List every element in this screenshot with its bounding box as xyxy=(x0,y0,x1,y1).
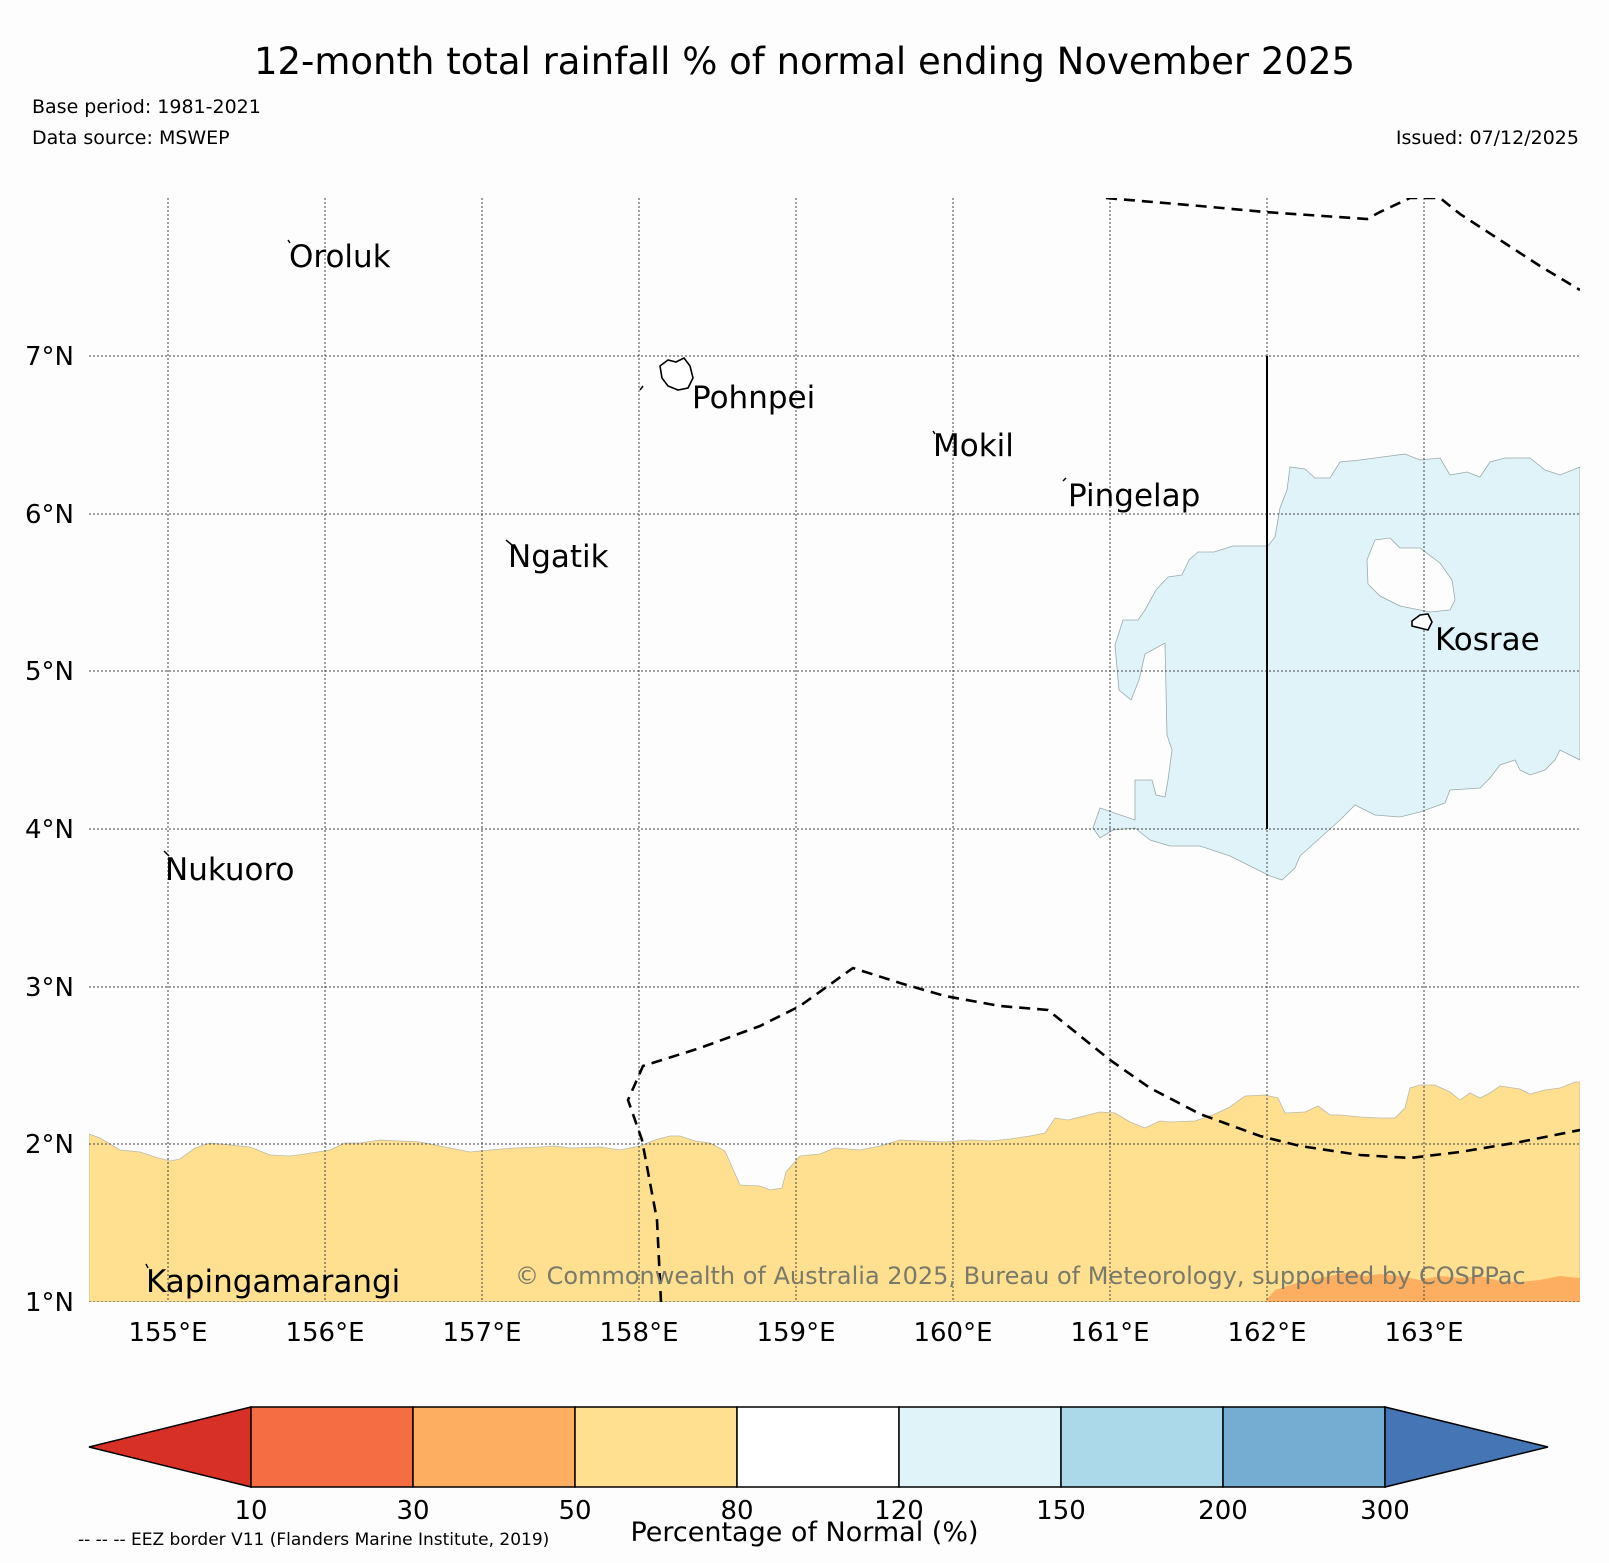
colorbar-segment xyxy=(898,1406,1062,1488)
lat-tick-label: 5°N xyxy=(25,657,74,687)
colorbar-tick-label: 80 xyxy=(720,1496,753,1526)
lat-tick-label: 3°N xyxy=(25,973,74,1003)
eez-border-north xyxy=(1105,198,1580,292)
colorbar-segment xyxy=(574,1406,738,1488)
rainfall-region-50-80 xyxy=(89,1081,1580,1302)
lat-tick-label: 4°N xyxy=(25,815,74,845)
colorbar-tick-label: 120 xyxy=(874,1496,924,1526)
lon-tick-label: 157°E xyxy=(442,1318,521,1348)
lat-tick-label: 6°N xyxy=(25,500,74,530)
colorbar-extend-high xyxy=(1384,1406,1549,1488)
colorbar-tick-label: 30 xyxy=(396,1496,429,1526)
data-source: Data source: MSWEP xyxy=(32,127,230,149)
colorbar-tick-label: 50 xyxy=(558,1496,591,1526)
lon-tick-label: 162°E xyxy=(1227,1318,1306,1348)
lon-tick-label: 159°E xyxy=(756,1318,835,1348)
issued-date: Issued: 07/12/2025 xyxy=(1395,127,1579,149)
island-label-kosrae: Kosrae xyxy=(1435,622,1540,658)
island-label-pingelap: Pingelap xyxy=(1068,478,1200,514)
copyright-notice: © Commonwealth of Australia 2025, Bureau… xyxy=(515,1262,1526,1290)
lat-gridlines xyxy=(89,355,1580,1302)
island-label-nukuoro: Nukuoro xyxy=(165,852,294,888)
colorbar-segment xyxy=(250,1406,414,1488)
colorbar-segment xyxy=(736,1406,900,1488)
atoll-markers xyxy=(145,239,1067,1269)
lat-tick-label: 7°N xyxy=(25,342,74,372)
colorbar-extend-low xyxy=(88,1406,252,1488)
rainfall-region-120-150 xyxy=(1092,453,1580,881)
lon-tick-label: 155°E xyxy=(128,1318,207,1348)
colorbar-tick-label: 200 xyxy=(1198,1496,1248,1526)
colorbar-label: Percentage of Normal (%) xyxy=(630,1517,979,1548)
pohnpei-island-shape xyxy=(659,356,694,391)
lon-tick-label: 163°E xyxy=(1384,1318,1463,1348)
eez-footnote: -- -- -- EEZ border V11 (Flanders Marine… xyxy=(78,1530,550,1550)
island-label-pohnpei: Pohnpei xyxy=(692,380,815,416)
colorbar-segment xyxy=(1060,1406,1224,1488)
colorbar-segment xyxy=(412,1406,576,1488)
colorbar-tick-label: 150 xyxy=(1036,1496,1086,1526)
island-label-mokil: Mokil xyxy=(933,428,1014,464)
lon-tick-label: 161°E xyxy=(1070,1318,1149,1348)
lon-tick-label: 156°E xyxy=(285,1318,364,1348)
island-label-ngatik: Ngatik xyxy=(508,539,609,575)
kosrae-island-shape xyxy=(1411,613,1433,631)
lon-tick-label: 158°E xyxy=(599,1318,678,1348)
lon-gridlines xyxy=(167,198,1425,1302)
colorbar-segment xyxy=(1222,1406,1386,1488)
base-period: Base period: 1981-2021 xyxy=(32,96,261,118)
rainfall-region-30-50 xyxy=(1265,1272,1580,1302)
lon-tick-label: 160°E xyxy=(913,1318,992,1348)
lat-tick-label: 2°N xyxy=(25,1130,74,1160)
colorbar xyxy=(88,1406,1549,1488)
colorbar-tick-label: 10 xyxy=(234,1496,267,1526)
eez-border-south xyxy=(626,966,1580,1302)
lat-tick-label: 1°N xyxy=(25,1288,74,1318)
colorbar-tick-label: 300 xyxy=(1360,1496,1410,1526)
eez-borders xyxy=(626,198,1580,1302)
island-label-oroluk: Oroluk xyxy=(289,239,391,275)
map-title: 12-month total rainfall % of normal endi… xyxy=(253,40,1356,83)
island-label-kapingamarangi: Kapingamarangi xyxy=(146,1264,400,1300)
